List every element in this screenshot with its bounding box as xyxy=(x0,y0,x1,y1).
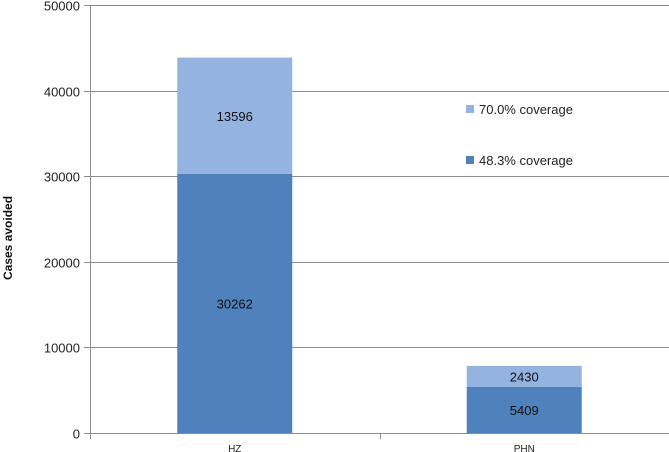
y-tick-label: 40000 xyxy=(44,85,80,100)
data-label-hz-70-0-coverage: 13596 xyxy=(217,109,253,124)
legend: 70.0% coverage 48.3% coverage xyxy=(466,102,573,168)
data-label-phn-48-3-coverage: 5409 xyxy=(510,403,539,418)
y-tick-label: 50000 xyxy=(44,0,80,14)
y-tick-label: 10000 xyxy=(44,341,80,356)
legend-label: 48.3% coverage xyxy=(479,153,573,168)
legend-swatch xyxy=(466,105,474,113)
y-tick-label: 0 xyxy=(73,427,80,442)
bar-hz-48-3-coverage xyxy=(177,173,293,433)
x-tick-label-hz: HZ xyxy=(228,444,241,452)
y-axis-title: Cases avoided xyxy=(1,196,15,280)
bars: 30262 13596 5409 2430 xyxy=(177,57,582,433)
bar-hz-70-0-coverage xyxy=(177,57,293,174)
y-tick-label: 20000 xyxy=(44,256,80,271)
x-tick-label-phn: PHN xyxy=(514,444,535,452)
y-tick-labels: 0 10000 20000 30000 40000 50000 xyxy=(44,0,80,442)
legend-swatch xyxy=(466,156,474,164)
data-label-hz-48-3-coverage: 30262 xyxy=(217,296,253,311)
x-tick-labels: HZ PHN xyxy=(84,433,669,452)
legend-label: 70.0% coverage xyxy=(479,102,573,117)
y-tick-label: 30000 xyxy=(44,170,80,185)
bar-phn-48-3-coverage xyxy=(466,386,582,433)
data-label-phn-70-0-coverage: 2430 xyxy=(510,369,539,384)
bar-phn-70-0-coverage xyxy=(466,365,582,387)
